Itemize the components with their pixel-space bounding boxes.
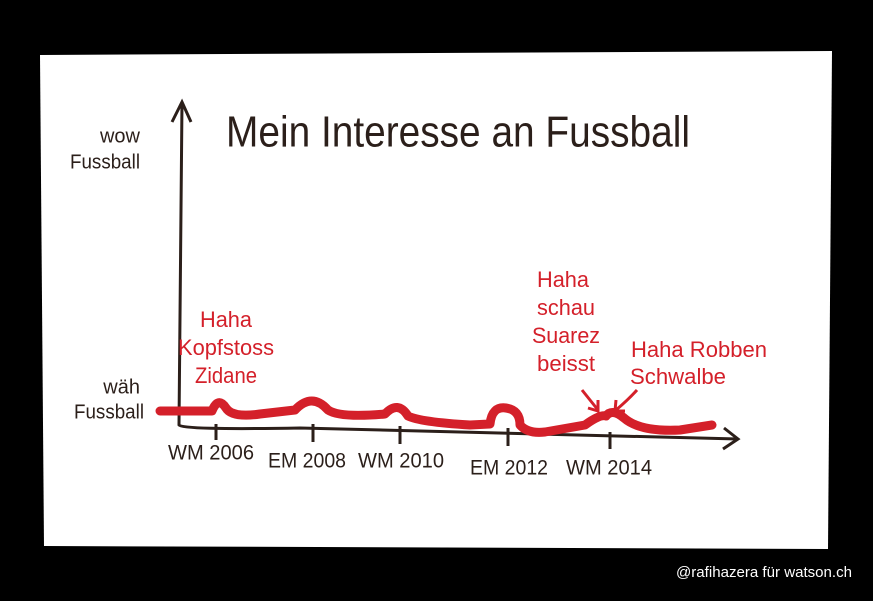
y-label: Fussball	[74, 401, 144, 423]
annotation: Haha	[537, 267, 590, 292]
interest-line	[155, 396, 717, 437]
y-label: wäh	[102, 376, 140, 398]
y-label: Fussball	[70, 151, 140, 173]
annotation: Zidane	[195, 363, 257, 388]
annotation: Haha	[200, 307, 253, 332]
x-label: EM 2008	[268, 450, 346, 473]
annotation: Suarez	[532, 323, 600, 348]
annotations: Haha Kopfstoss Zidane Haha schau Suarez …	[178, 267, 767, 389]
annotation-arrows	[580, 388, 639, 414]
axes	[177, 101, 739, 441]
x-ticks	[214, 424, 612, 449]
annotation: Haha Robben	[631, 337, 767, 362]
annotation: Schwalbe	[630, 364, 726, 389]
x-labels: WM 2006 EM 2008 WM 2010 EM 2012 WM 2014	[168, 442, 652, 480]
y-labels: wow Fussball wäh Fussball	[70, 125, 144, 423]
title: Mein Interesse an Fussball	[226, 108, 690, 157]
x-label: WM 2010	[358, 450, 444, 473]
y-label: wow	[99, 125, 141, 147]
annotation: schau	[537, 295, 595, 320]
x-label: WM 2006	[168, 442, 254, 465]
y-arrow	[170, 98, 193, 123]
annotation: Kopfstoss	[178, 335, 274, 360]
credit: @rafihazera für watson.ch	[676, 564, 852, 581]
x-arrow	[722, 426, 741, 451]
x-label: WM 2014	[566, 457, 652, 480]
annotation: beisst	[537, 351, 595, 376]
x-label: EM 2012	[470, 457, 548, 480]
